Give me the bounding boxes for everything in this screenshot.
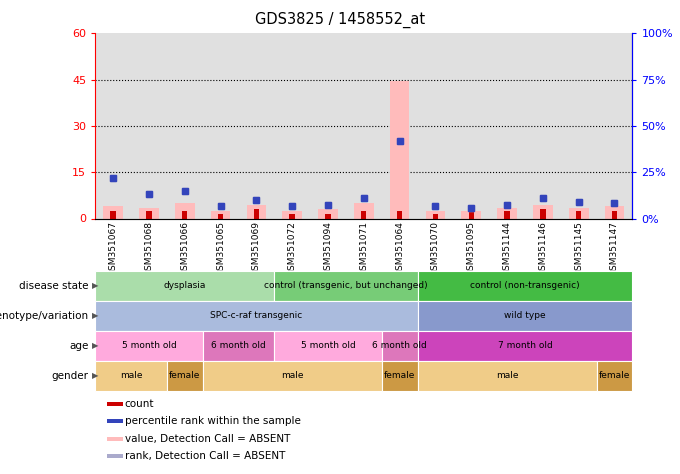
Text: genotype/variation: genotype/variation <box>0 311 88 321</box>
Bar <box>167 361 203 391</box>
Text: female: female <box>169 372 201 381</box>
Bar <box>418 301 632 331</box>
Text: 7 month old: 7 month old <box>498 341 552 350</box>
Text: 6 month old: 6 month old <box>372 341 427 350</box>
Bar <box>203 331 274 361</box>
Text: SPC-c-raf transgenic: SPC-c-raf transgenic <box>210 311 303 320</box>
Text: 6 month old: 6 month old <box>211 341 266 350</box>
Bar <box>381 331 418 361</box>
Bar <box>107 419 123 423</box>
Text: wild type: wild type <box>504 311 546 320</box>
Bar <box>282 211 302 219</box>
Text: rank, Detection Call = ABSENT: rank, Detection Call = ABSENT <box>124 451 285 461</box>
Text: 5 month old: 5 month old <box>301 341 356 350</box>
Text: control (non-transgenic): control (non-transgenic) <box>470 282 580 291</box>
Text: dysplasia: dysplasia <box>164 282 206 291</box>
Text: GDS3825 / 1458552_at: GDS3825 / 1458552_at <box>255 12 425 28</box>
Text: value, Detection Call = ABSENT: value, Detection Call = ABSENT <box>124 434 290 444</box>
Bar <box>540 209 545 219</box>
Text: 5 month old: 5 month old <box>122 341 176 350</box>
Bar <box>596 361 632 391</box>
Bar <box>218 214 223 219</box>
Text: ▶: ▶ <box>92 282 99 291</box>
Text: control (transgenic, but unchanged): control (transgenic, but unchanged) <box>264 282 428 291</box>
Text: ▶: ▶ <box>92 341 99 350</box>
Bar <box>254 209 259 219</box>
Bar <box>397 211 403 219</box>
Text: percentile rank within the sample: percentile rank within the sample <box>124 417 301 427</box>
Bar <box>576 211 581 219</box>
Bar <box>107 454 123 458</box>
Bar <box>381 361 418 391</box>
Bar <box>107 437 123 441</box>
Bar <box>418 361 596 391</box>
Bar <box>182 211 188 219</box>
Text: disease state: disease state <box>19 281 88 291</box>
Bar <box>418 271 632 301</box>
Bar <box>612 211 617 219</box>
Text: male: male <box>281 372 303 381</box>
Text: gender: gender <box>52 371 88 381</box>
Bar <box>110 211 116 219</box>
Bar <box>95 331 203 361</box>
Text: male: male <box>496 372 518 381</box>
Bar <box>418 331 632 361</box>
Bar <box>390 81 409 219</box>
Bar <box>505 211 510 219</box>
Bar <box>533 205 553 219</box>
Bar <box>95 301 418 331</box>
Bar <box>462 211 481 219</box>
Text: count: count <box>124 399 154 410</box>
Bar <box>274 271 418 301</box>
Bar <box>95 361 167 391</box>
Text: ▶: ▶ <box>92 311 99 320</box>
Bar <box>290 214 295 219</box>
Bar <box>426 211 445 219</box>
Bar <box>569 208 588 219</box>
Bar <box>175 203 194 219</box>
Bar <box>469 212 474 219</box>
Text: female: female <box>599 372 630 381</box>
Bar <box>274 331 381 361</box>
Bar <box>605 206 624 219</box>
Text: age: age <box>69 341 88 351</box>
Bar <box>354 203 373 219</box>
Bar <box>432 214 438 219</box>
Bar <box>497 208 517 219</box>
Bar <box>107 402 123 406</box>
Bar <box>318 209 338 219</box>
Text: male: male <box>120 372 142 381</box>
Bar <box>103 206 123 219</box>
Bar <box>325 214 330 219</box>
Bar <box>203 361 381 391</box>
Bar <box>247 205 266 219</box>
Bar <box>361 211 367 219</box>
Text: ▶: ▶ <box>92 372 99 381</box>
Bar <box>95 271 274 301</box>
Bar <box>146 211 152 219</box>
Text: female: female <box>384 372 415 381</box>
Bar <box>139 208 158 219</box>
Bar <box>211 211 231 219</box>
